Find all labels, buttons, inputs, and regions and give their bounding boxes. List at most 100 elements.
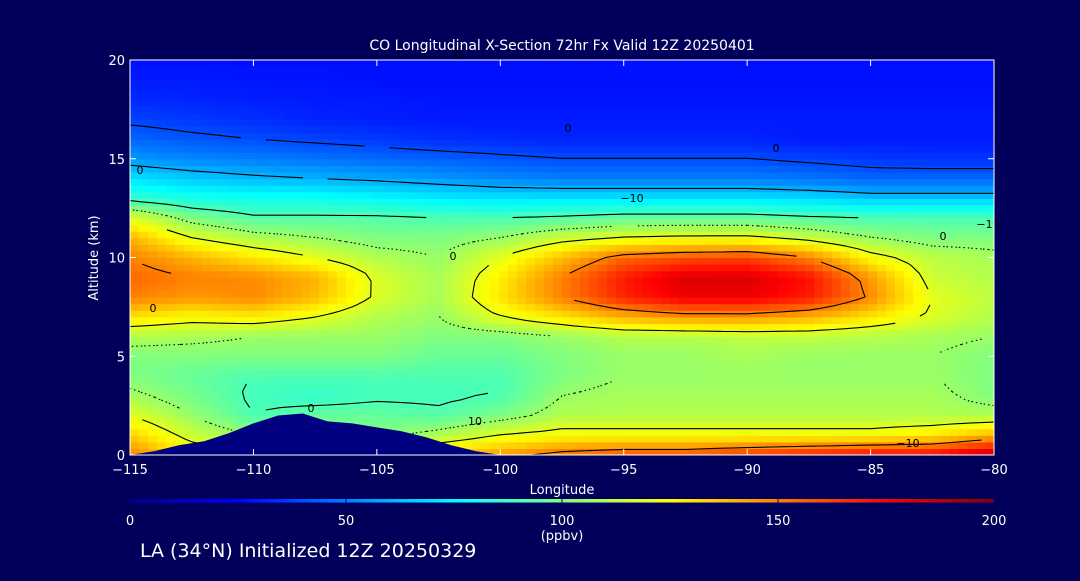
heatmap-cell <box>913 428 923 436</box>
heatmap-cell <box>535 297 545 305</box>
heatmap-cell <box>778 145 788 153</box>
heatmap-cell <box>265 310 275 318</box>
heatmap-cell <box>130 264 140 272</box>
heatmap-cell <box>175 349 185 357</box>
heatmap-cell <box>688 152 698 160</box>
heatmap-cell <box>877 382 887 390</box>
heatmap-cell <box>958 112 968 120</box>
heatmap-cell <box>679 316 689 324</box>
heatmap-cell <box>508 125 518 134</box>
heatmap-cell <box>391 283 401 292</box>
heatmap-cell <box>697 441 707 450</box>
heatmap-cell <box>940 158 950 166</box>
heatmap-cell <box>742 198 752 206</box>
heatmap-cell <box>211 316 221 324</box>
heatmap-cell <box>742 349 752 357</box>
heatmap-cell <box>787 139 797 147</box>
heatmap-cell <box>157 106 167 114</box>
heatmap-cell <box>247 323 257 331</box>
heatmap-cell <box>346 389 356 397</box>
heatmap-cell <box>823 152 833 160</box>
heatmap-cell <box>508 343 518 351</box>
heatmap-cell <box>229 231 239 239</box>
heatmap-cell <box>436 343 446 351</box>
heatmap-cell <box>553 198 563 206</box>
heatmap-cell <box>733 362 743 371</box>
heatmap-cell <box>220 290 230 298</box>
heatmap-cell <box>868 119 878 127</box>
heatmap-cell <box>922 323 932 331</box>
heatmap-cell <box>778 224 788 232</box>
heatmap-cell <box>355 185 365 193</box>
heatmap-cell <box>922 178 932 186</box>
heatmap-cell <box>148 316 158 324</box>
heatmap-cell <box>679 362 689 371</box>
heatmap-cell <box>985 257 994 265</box>
heatmap-cell <box>733 171 743 180</box>
heatmap-cell <box>508 290 518 298</box>
heatmap-cell <box>778 362 788 371</box>
heatmap-cell <box>778 376 788 384</box>
heatmap-cell <box>256 402 266 410</box>
heatmap-cell <box>598 231 608 239</box>
heatmap-cell <box>247 231 257 239</box>
heatmap-cell <box>562 171 572 180</box>
heatmap-cell <box>607 119 617 127</box>
heatmap-cell <box>859 329 869 338</box>
heatmap-cell <box>751 428 761 436</box>
heatmap-cell <box>796 277 806 285</box>
heatmap-cell <box>679 408 689 417</box>
heatmap-cell <box>283 165 293 173</box>
heatmap-cell <box>886 415 896 423</box>
heatmap-cell <box>724 362 734 371</box>
heatmap-cell <box>274 191 284 199</box>
heatmap-cell <box>679 250 689 259</box>
heatmap-cell <box>940 139 950 147</box>
heatmap-cell <box>697 125 707 134</box>
heatmap-cell <box>985 290 994 298</box>
heatmap-cell <box>202 323 212 331</box>
heatmap-cell <box>418 303 428 311</box>
heatmap-cell <box>220 316 230 324</box>
heatmap-cell <box>643 171 653 180</box>
heatmap-cell <box>598 191 608 199</box>
heatmap-cell <box>220 343 230 351</box>
heatmap-cell <box>868 402 878 410</box>
heatmap-cell <box>211 139 221 147</box>
heatmap-cell <box>859 119 869 127</box>
heatmap-cell <box>373 244 383 252</box>
heatmap-cell <box>895 310 905 318</box>
heatmap-cell <box>211 415 221 423</box>
heatmap-cell <box>985 119 994 127</box>
heatmap-cell <box>670 139 680 147</box>
heatmap-cell <box>481 389 491 397</box>
heatmap-cell <box>760 329 770 338</box>
heatmap-cell <box>922 303 932 311</box>
heatmap-cell <box>823 422 833 430</box>
heatmap-cell <box>751 250 761 259</box>
heatmap-cell <box>553 218 563 226</box>
heatmap-cell <box>967 343 977 351</box>
heatmap-cell <box>940 152 950 160</box>
heatmap-cell <box>571 402 581 410</box>
heatmap-cell <box>499 382 509 390</box>
heatmap-cell <box>751 191 761 199</box>
heatmap-cell <box>598 349 608 357</box>
heatmap-cell <box>382 402 392 410</box>
heatmap-cell <box>679 382 689 390</box>
heatmap-cell <box>166 119 176 127</box>
heatmap-cell <box>967 231 977 239</box>
heatmap-cell <box>778 329 788 338</box>
heatmap-cell <box>571 395 581 403</box>
heatmap-cell <box>202 402 212 410</box>
heatmap-cell <box>778 290 788 298</box>
heatmap-cell <box>148 257 158 265</box>
heatmap-cell <box>256 303 266 311</box>
heatmap-cell <box>670 316 680 324</box>
heatmap-cell <box>472 165 482 173</box>
heatmap-cell <box>976 270 986 278</box>
heatmap-cell <box>679 191 689 199</box>
heatmap-cell <box>139 395 149 403</box>
heatmap-cell <box>571 250 581 259</box>
heatmap-cell <box>724 204 734 213</box>
